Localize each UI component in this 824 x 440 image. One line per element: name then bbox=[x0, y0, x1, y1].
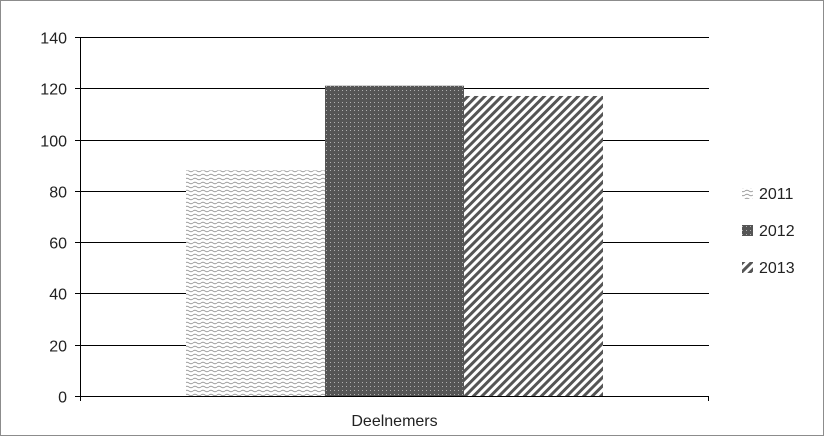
y-tick-label: 20 bbox=[49, 339, 67, 356]
bar-2011 bbox=[186, 170, 325, 396]
x-category-label: Deelnemers bbox=[351, 413, 437, 430]
legend-swatch-2011 bbox=[742, 188, 753, 199]
legend-label-2013: 2013 bbox=[759, 260, 795, 277]
y-tick-label: 0 bbox=[58, 390, 67, 407]
bar-2013 bbox=[464, 96, 603, 396]
legend-swatch-2013 bbox=[742, 262, 753, 273]
y-tick-label: 80 bbox=[49, 185, 67, 202]
y-axis-tick-labels: 0 20 40 60 80 100 120 140 bbox=[40, 31, 67, 407]
bars bbox=[186, 86, 603, 396]
bar-2012 bbox=[325, 86, 464, 396]
legend-label-2012: 2012 bbox=[759, 223, 795, 240]
legend: 2011 2012 2013 bbox=[742, 186, 795, 277]
x-axis-category-labels: Deelnemers bbox=[351, 413, 437, 430]
y-tick-label: 140 bbox=[40, 31, 67, 48]
legend-swatch-2012 bbox=[742, 225, 753, 236]
y-tick-label: 60 bbox=[49, 236, 67, 253]
y-tick-label: 100 bbox=[40, 134, 67, 151]
y-tick-label: 40 bbox=[49, 287, 67, 304]
legend-label-2011: 2011 bbox=[759, 186, 794, 203]
y-tick-label: 120 bbox=[40, 82, 67, 99]
